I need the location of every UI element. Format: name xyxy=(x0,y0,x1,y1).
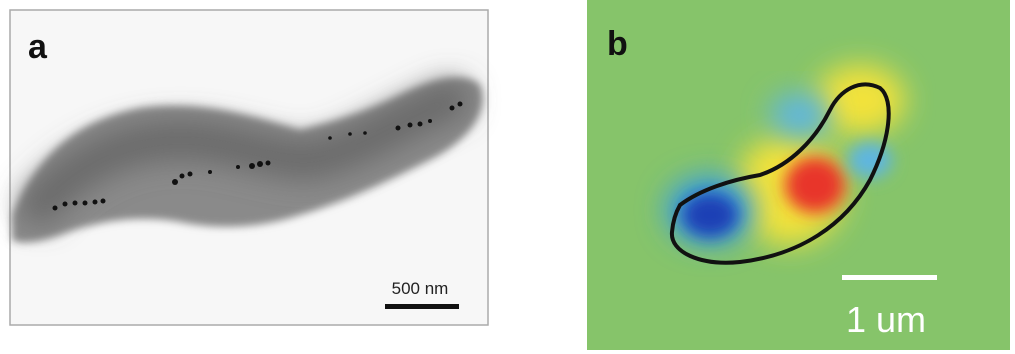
bacterium-core xyxy=(20,80,470,225)
cell-outline xyxy=(669,82,891,265)
particles xyxy=(52,101,463,211)
field-blue xyxy=(770,93,830,137)
panel-b: b 1 um xyxy=(587,0,1010,350)
field-blue xyxy=(848,142,892,178)
scale-bar xyxy=(385,304,459,309)
scale-bar-label: 1 um xyxy=(846,299,926,340)
field-red xyxy=(785,157,845,213)
panel-label: a xyxy=(28,28,48,66)
field-yellow xyxy=(815,65,905,135)
scale-bar-label: 500 nm xyxy=(392,279,449,298)
scale-bar xyxy=(842,275,937,280)
panel-label: b xyxy=(607,25,628,63)
field-blue-dark xyxy=(682,193,738,237)
panel-a: a 500 nm xyxy=(9,9,489,326)
